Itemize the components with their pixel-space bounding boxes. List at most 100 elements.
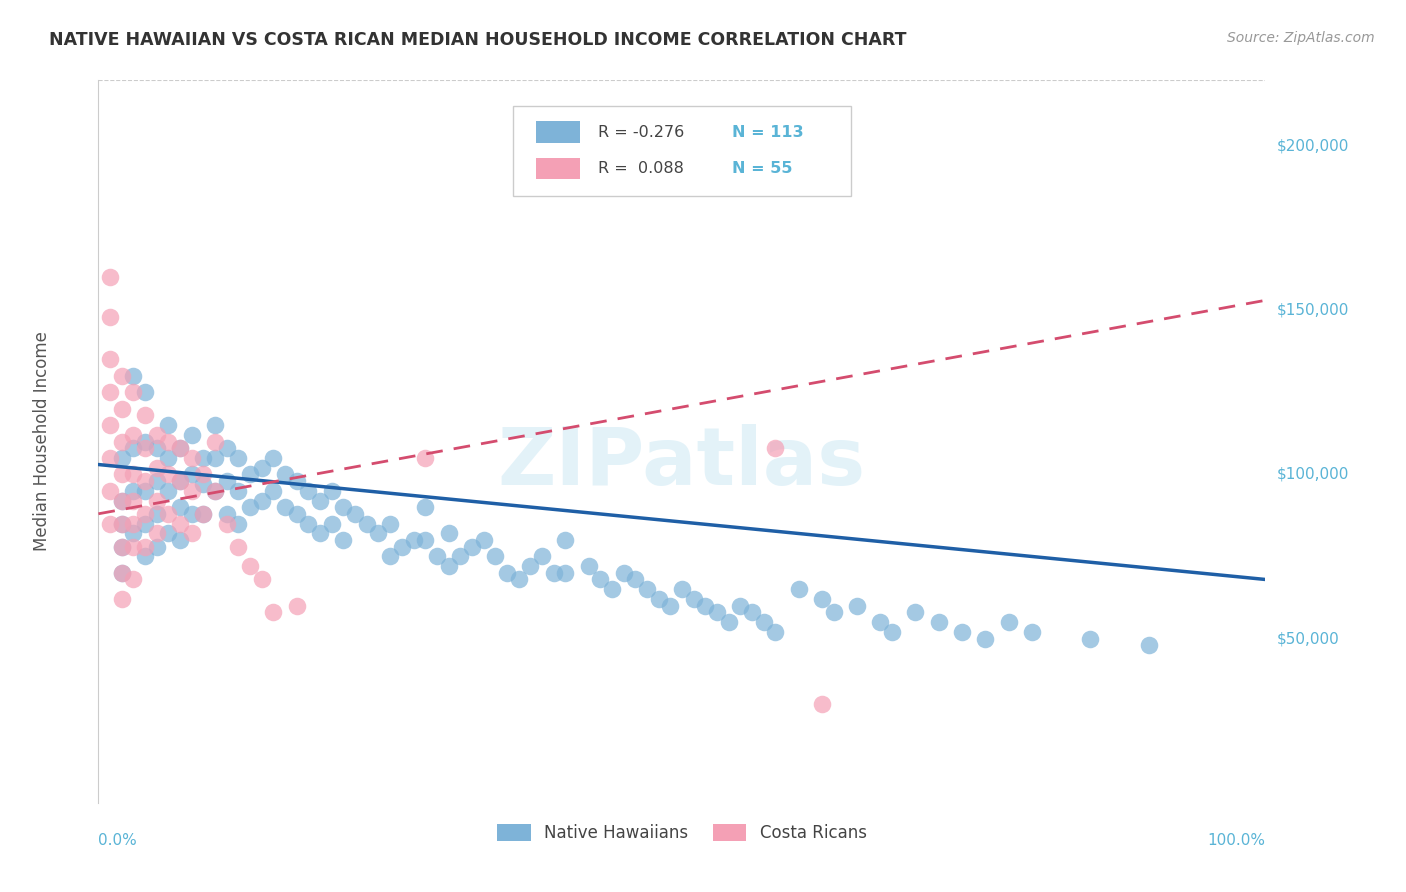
Point xyxy=(600,582,623,597)
Point xyxy=(134,409,156,423)
Point xyxy=(134,434,156,449)
Point xyxy=(763,441,786,455)
Point xyxy=(111,467,134,482)
Point xyxy=(204,418,226,433)
Point xyxy=(239,500,262,515)
Point xyxy=(380,549,402,564)
Point xyxy=(228,540,250,554)
Point xyxy=(811,698,834,712)
Point xyxy=(98,450,121,465)
Point xyxy=(111,401,134,416)
Point xyxy=(239,559,262,574)
Point xyxy=(146,474,169,488)
Point xyxy=(146,441,169,455)
Text: N = 55: N = 55 xyxy=(733,161,793,176)
Point xyxy=(134,474,156,488)
Point xyxy=(741,605,763,619)
Point xyxy=(122,540,145,554)
Point xyxy=(157,507,180,521)
Point xyxy=(111,516,134,531)
Point xyxy=(380,516,402,531)
Point xyxy=(146,493,169,508)
Point xyxy=(285,507,308,521)
Point xyxy=(134,549,156,564)
Legend: Native Hawaiians, Costa Ricans: Native Hawaiians, Costa Ricans xyxy=(491,817,873,848)
Point xyxy=(904,605,927,619)
Point xyxy=(239,467,262,482)
Point xyxy=(98,270,121,285)
Point xyxy=(496,566,519,580)
Text: N = 113: N = 113 xyxy=(733,125,804,140)
Point xyxy=(111,566,134,580)
Point xyxy=(134,483,156,498)
Point xyxy=(1080,632,1102,646)
Point xyxy=(169,441,191,455)
Point xyxy=(823,605,845,619)
Point xyxy=(157,526,180,541)
Point xyxy=(413,533,436,547)
Point xyxy=(250,573,273,587)
Point xyxy=(122,493,145,508)
Text: 100.0%: 100.0% xyxy=(1208,833,1265,848)
Point xyxy=(228,450,250,465)
Point xyxy=(157,483,180,498)
Point xyxy=(98,352,121,367)
Point xyxy=(332,500,354,515)
Point xyxy=(297,516,319,531)
Point xyxy=(554,566,576,580)
Point xyxy=(122,526,145,541)
Point xyxy=(321,483,343,498)
Point xyxy=(880,625,903,640)
Point xyxy=(997,615,1019,630)
Point xyxy=(169,533,191,547)
Point xyxy=(204,450,226,465)
Point xyxy=(157,467,180,482)
Point xyxy=(157,418,180,433)
Point xyxy=(111,540,134,554)
Point xyxy=(169,441,191,455)
Point xyxy=(356,516,378,531)
Point xyxy=(134,441,156,455)
Point xyxy=(169,500,191,515)
Point xyxy=(787,582,810,597)
Point xyxy=(134,385,156,400)
Point xyxy=(122,441,145,455)
Text: $200,000: $200,000 xyxy=(1277,138,1348,153)
Point xyxy=(262,450,284,465)
Point xyxy=(134,540,156,554)
Point xyxy=(811,592,834,607)
Point xyxy=(215,474,238,488)
Point xyxy=(111,434,134,449)
Point xyxy=(122,483,145,498)
Point xyxy=(180,428,202,442)
Point xyxy=(309,526,332,541)
Point xyxy=(1021,625,1043,640)
Point xyxy=(193,450,215,465)
Point xyxy=(285,474,308,488)
Point xyxy=(554,533,576,547)
Point xyxy=(98,418,121,433)
Point xyxy=(344,507,367,521)
Point xyxy=(111,493,134,508)
Point xyxy=(659,599,682,613)
Point xyxy=(274,467,297,482)
Text: R = -0.276: R = -0.276 xyxy=(598,125,685,140)
Text: R =  0.088: R = 0.088 xyxy=(598,161,683,176)
Point xyxy=(262,605,284,619)
Point xyxy=(146,540,169,554)
Point xyxy=(146,526,169,541)
FancyBboxPatch shape xyxy=(536,121,581,143)
Point xyxy=(274,500,297,515)
Point xyxy=(950,625,973,640)
Text: Median Household Income: Median Household Income xyxy=(34,332,52,551)
Point xyxy=(98,310,121,324)
Point xyxy=(180,450,202,465)
Point xyxy=(193,467,215,482)
Point xyxy=(180,483,202,498)
Point xyxy=(437,526,460,541)
Point xyxy=(122,368,145,383)
Point xyxy=(367,526,389,541)
Text: 0.0%: 0.0% xyxy=(98,833,138,848)
Point xyxy=(262,483,284,498)
Point xyxy=(157,434,180,449)
